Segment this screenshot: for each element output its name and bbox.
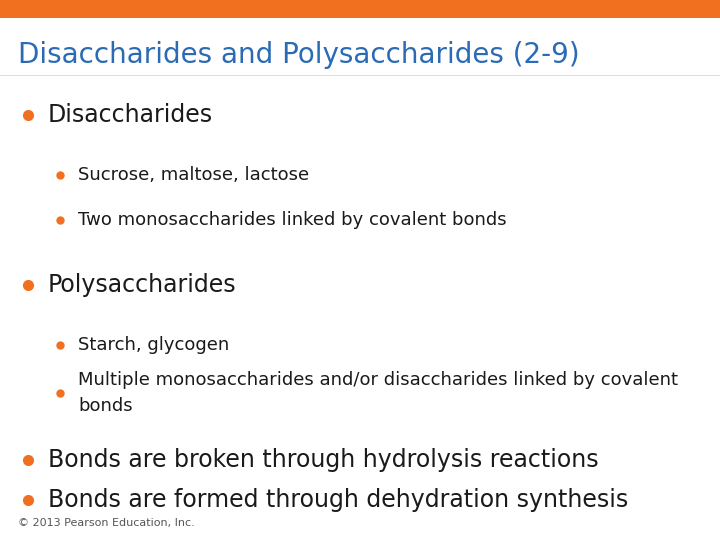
Text: © 2013 Pearson Education, Inc.: © 2013 Pearson Education, Inc. [18, 518, 194, 528]
Text: Disaccharides: Disaccharides [48, 103, 213, 127]
Bar [0, 0, 720, 18]
Text: Two monosaccharides linked by covalent bonds: Two monosaccharides linked by covalent b… [78, 211, 507, 229]
Text: Disaccharides and Polysaccharides (2-9): Disaccharides and Polysaccharides (2-9) [18, 41, 580, 69]
Text: Multiple monosaccharides and/or disaccharides linked by covalent
bonds: Multiple monosaccharides and/or disaccha… [78, 371, 678, 415]
Text: Polysaccharides: Polysaccharides [48, 273, 237, 297]
Text: Sucrose, maltose, lactose: Sucrose, maltose, lactose [78, 166, 309, 184]
Text: Starch, glycogen: Starch, glycogen [78, 336, 229, 354]
Text: Bonds are formed through dehydration synthesis: Bonds are formed through dehydration syn… [48, 488, 629, 512]
Text: Bonds are broken through hydrolysis reactions: Bonds are broken through hydrolysis reac… [48, 448, 598, 472]
Bar [0, 75, 720, 76]
